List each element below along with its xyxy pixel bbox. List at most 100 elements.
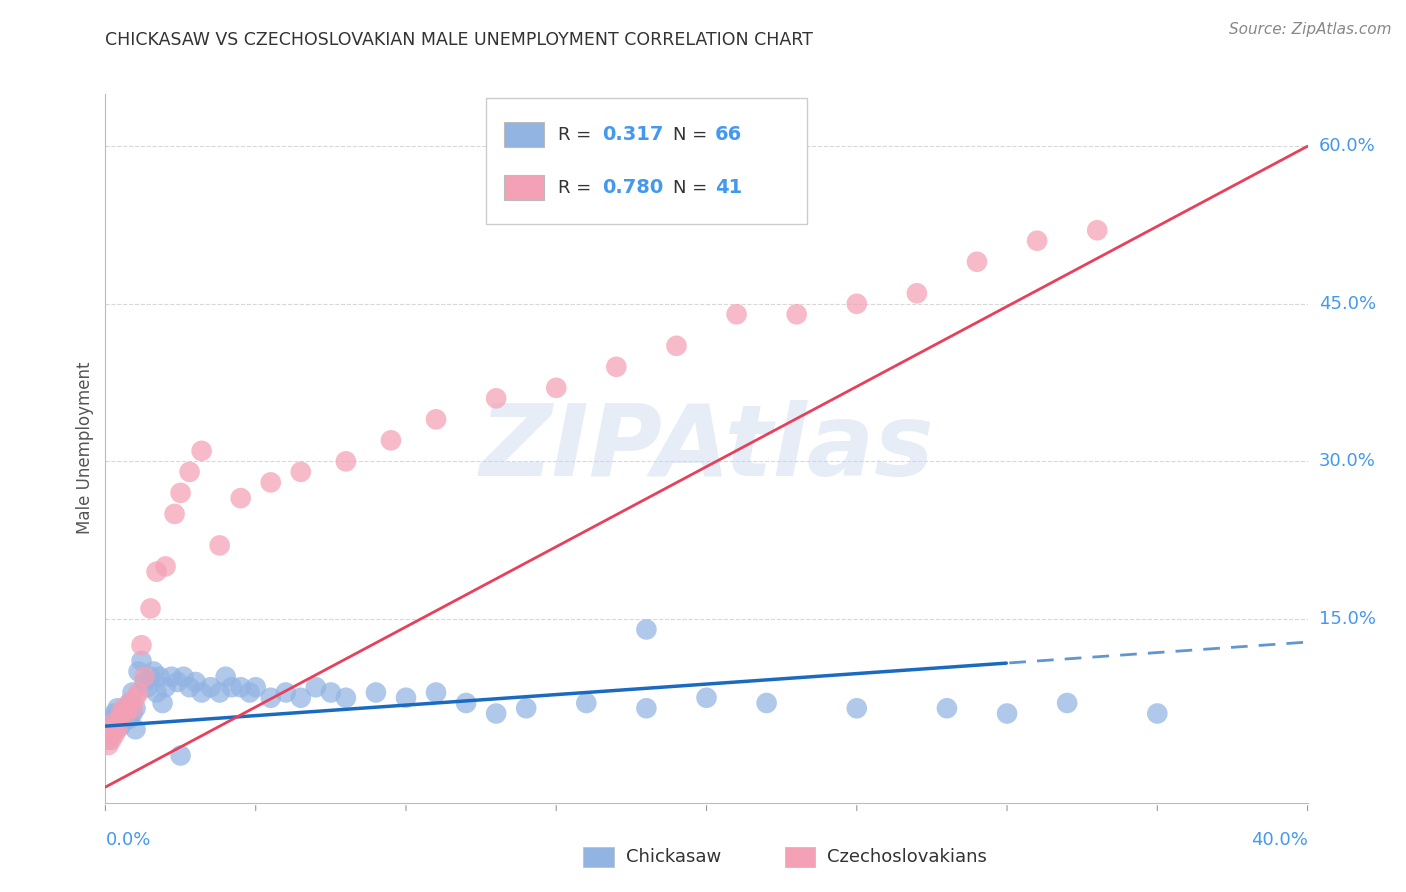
Point bbox=[905, 286, 928, 301]
Point bbox=[121, 701, 143, 715]
Point bbox=[124, 723, 146, 737]
Point bbox=[169, 748, 191, 763]
Point bbox=[725, 307, 748, 321]
Point bbox=[110, 712, 132, 726]
Point bbox=[395, 690, 418, 705]
Point bbox=[112, 714, 135, 729]
Point bbox=[1085, 223, 1108, 237]
Text: 30.0%: 30.0% bbox=[1319, 452, 1375, 470]
Point bbox=[139, 601, 162, 615]
Text: N =: N = bbox=[673, 126, 713, 144]
Point bbox=[936, 701, 959, 715]
Point bbox=[128, 685, 150, 699]
Point bbox=[107, 723, 129, 737]
Point bbox=[305, 680, 328, 694]
Point bbox=[121, 685, 143, 699]
Point bbox=[131, 654, 153, 668]
Text: 66: 66 bbox=[716, 125, 742, 144]
Point bbox=[208, 538, 231, 552]
Point bbox=[152, 696, 174, 710]
Point bbox=[380, 434, 402, 448]
Text: R =: R = bbox=[558, 178, 596, 196]
Point bbox=[575, 696, 598, 710]
Point bbox=[245, 680, 267, 694]
Point bbox=[131, 638, 153, 652]
Point bbox=[107, 717, 129, 731]
Point bbox=[485, 706, 508, 721]
Point bbox=[274, 685, 297, 699]
Point bbox=[221, 680, 243, 694]
Point bbox=[425, 412, 447, 426]
Point bbox=[966, 254, 988, 268]
Point bbox=[173, 670, 195, 684]
Point bbox=[696, 690, 718, 705]
Point bbox=[229, 491, 252, 505]
Point bbox=[110, 719, 132, 733]
Point bbox=[155, 680, 177, 694]
Text: R =: R = bbox=[558, 126, 596, 144]
Point bbox=[142, 665, 165, 679]
Text: 45.0%: 45.0% bbox=[1319, 294, 1376, 313]
Text: 41: 41 bbox=[716, 178, 742, 197]
Text: 60.0%: 60.0% bbox=[1319, 137, 1375, 155]
Point bbox=[112, 701, 135, 715]
Point bbox=[145, 685, 167, 699]
Point bbox=[103, 723, 125, 737]
Point bbox=[755, 696, 778, 710]
Point bbox=[1026, 234, 1049, 248]
Point bbox=[100, 727, 122, 741]
Point bbox=[155, 559, 177, 574]
Text: 0.317: 0.317 bbox=[603, 125, 664, 144]
Point bbox=[260, 475, 283, 490]
Text: Chickasaw: Chickasaw bbox=[626, 848, 721, 866]
Point bbox=[190, 443, 212, 458]
Point bbox=[208, 685, 231, 699]
Point bbox=[103, 727, 125, 741]
Point bbox=[100, 717, 122, 731]
Point bbox=[425, 685, 447, 699]
Point bbox=[485, 392, 508, 406]
Point bbox=[786, 307, 808, 321]
Text: CHICKASAW VS CZECHOSLOVAKIAN MALE UNEMPLOYMENT CORRELATION CHART: CHICKASAW VS CZECHOSLOVAKIAN MALE UNEMPL… bbox=[105, 31, 813, 49]
Point bbox=[124, 690, 146, 705]
Point bbox=[110, 712, 132, 726]
Point bbox=[115, 701, 138, 715]
Point bbox=[636, 701, 658, 715]
Point bbox=[118, 696, 141, 710]
Text: ZIPAtlas: ZIPAtlas bbox=[479, 400, 934, 497]
Point bbox=[97, 717, 120, 731]
Point bbox=[107, 701, 129, 715]
Point bbox=[200, 680, 222, 694]
Text: 15.0%: 15.0% bbox=[1319, 610, 1375, 628]
Point bbox=[1146, 706, 1168, 721]
Point bbox=[118, 712, 141, 726]
Point bbox=[335, 454, 357, 468]
Point bbox=[995, 706, 1018, 721]
Point bbox=[110, 706, 132, 721]
Point bbox=[179, 465, 201, 479]
Point bbox=[97, 732, 120, 747]
Point bbox=[118, 696, 141, 710]
Point bbox=[239, 685, 262, 699]
Point bbox=[454, 696, 477, 710]
Point bbox=[124, 701, 146, 715]
Point bbox=[169, 486, 191, 500]
Point bbox=[845, 701, 868, 715]
Point bbox=[121, 706, 143, 721]
Point bbox=[134, 670, 156, 684]
Point bbox=[103, 706, 125, 721]
Point bbox=[1056, 696, 1078, 710]
Point bbox=[335, 690, 357, 705]
Point bbox=[190, 685, 212, 699]
Text: N =: N = bbox=[673, 178, 713, 196]
Point bbox=[134, 675, 156, 690]
Point bbox=[136, 680, 159, 694]
Text: 0.0%: 0.0% bbox=[105, 831, 150, 849]
Point bbox=[260, 690, 283, 705]
Point bbox=[97, 723, 120, 737]
Point bbox=[163, 507, 186, 521]
Point bbox=[290, 690, 312, 705]
Point bbox=[179, 680, 201, 694]
Point bbox=[636, 623, 658, 637]
Text: Source: ZipAtlas.com: Source: ZipAtlas.com bbox=[1229, 22, 1392, 37]
